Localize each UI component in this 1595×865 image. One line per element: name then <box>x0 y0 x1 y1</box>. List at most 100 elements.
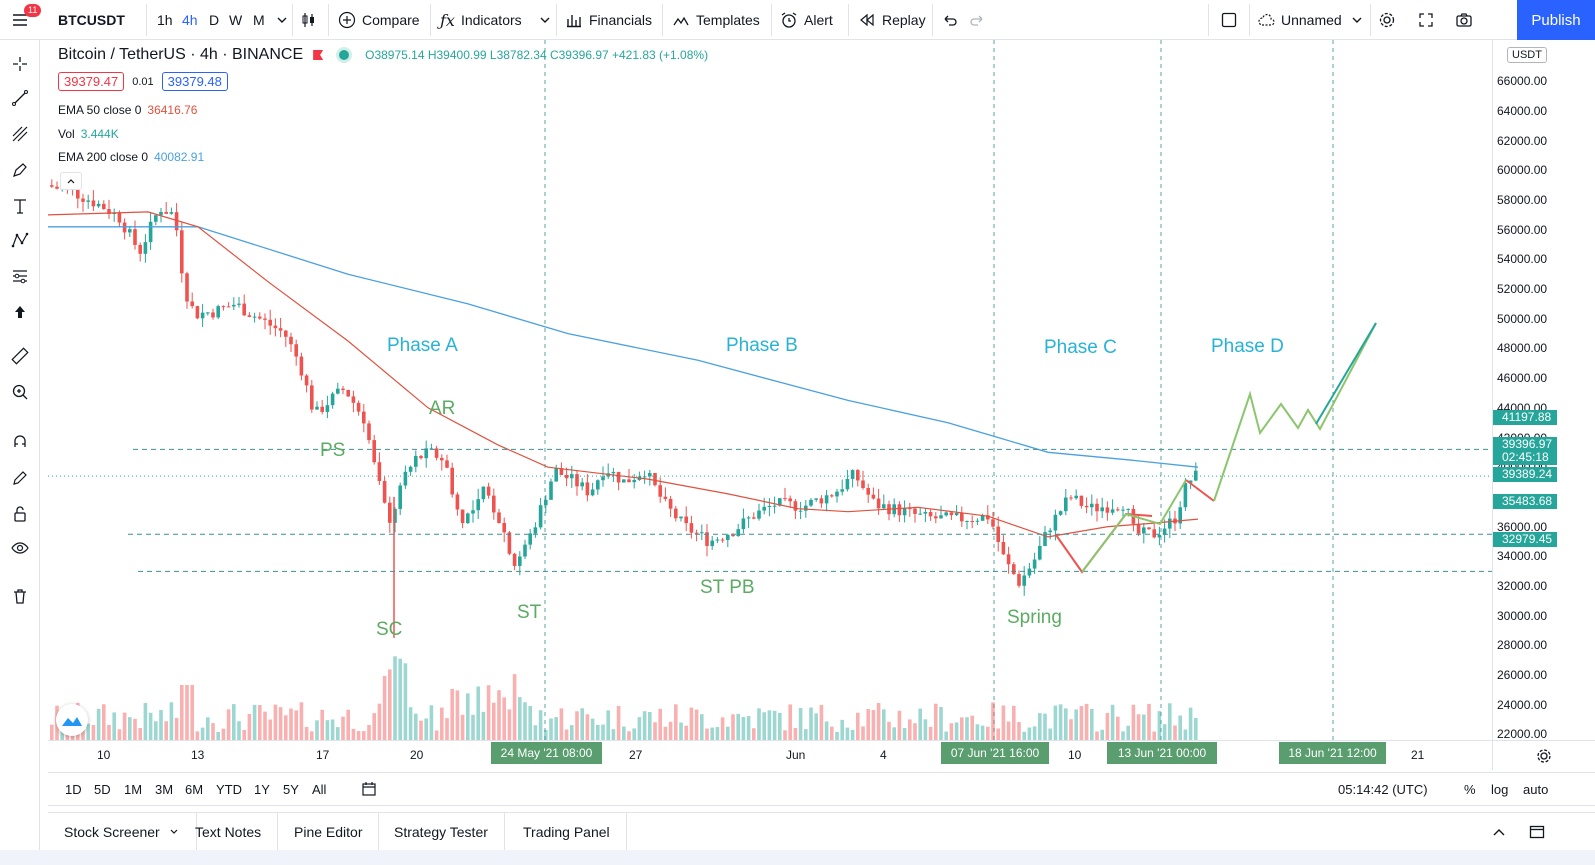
volume-bar <box>762 712 766 740</box>
axis-settings-button[interactable] <box>1492 740 1595 770</box>
clock-label[interactable]: 05:14:42 (UTC) <box>1338 782 1428 797</box>
tab-stock-screener[interactable]: Stock Screener <box>48 813 197 851</box>
zoom-tool[interactable] <box>6 378 34 406</box>
percent-toggle[interactable]: % <box>1464 782 1476 797</box>
candle-body <box>211 312 215 318</box>
range-3m[interactable]: 3M <box>155 782 174 797</box>
volume-bar <box>1053 705 1058 740</box>
undo-button[interactable] <box>941 0 959 40</box>
auto-toggle[interactable]: auto <box>1523 782 1549 797</box>
volume-bar <box>455 690 460 740</box>
magnet-tool[interactable] <box>6 428 34 456</box>
lock-drawings-tool[interactable] <box>6 500 34 528</box>
currency-label[interactable]: USDT <box>1507 47 1547 63</box>
range-1d[interactable]: 1D <box>65 782 82 797</box>
prediction-tool[interactable] <box>6 262 34 290</box>
interval-4h[interactable]: 4h <box>182 0 198 40</box>
volume-bar <box>268 719 272 740</box>
layout-toggle-button[interactable] <box>1220 0 1238 40</box>
chart-pane[interactable]: Phase A Phase B Phase C Phase D PS AR SC… <box>48 40 1492 740</box>
snapshot-button[interactable] <box>1455 0 1473 40</box>
candle-body <box>148 221 153 243</box>
financials-button[interactable]: Financials <box>565 0 652 40</box>
market-status-icon <box>339 50 350 60</box>
pattern-tool[interactable] <box>6 226 34 254</box>
price-chart[interactable] <box>48 40 1492 740</box>
tradingview-logo[interactable] <box>56 704 88 736</box>
brush-tool[interactable] <box>6 156 34 184</box>
publish-button[interactable]: Publish <box>1517 0 1595 40</box>
remove-drawings-tool[interactable] <box>6 582 34 610</box>
interval-d[interactable]: D <box>209 0 219 40</box>
candle-body <box>544 499 548 506</box>
ema50-legend[interactable]: EMA 50 close 0 36416.76 <box>58 103 197 117</box>
tab-strategy-tester[interactable]: Strategy Tester <box>378 813 505 851</box>
publish-label: Publish <box>1531 11 1581 29</box>
range-ytd[interactable]: YTD <box>216 782 242 797</box>
tab-trading-panel[interactable]: Trading Panel <box>507 813 627 851</box>
symbol-legend[interactable]: Bitcoin / TetherUS · 4h · BINANCE O38975… <box>58 46 708 64</box>
menu-button[interactable]: 11 <box>0 0 42 40</box>
range-6m[interactable]: 6M <box>185 782 204 797</box>
redo-button[interactable] <box>968 0 986 40</box>
candle-body <box>819 498 824 504</box>
volume-bar <box>668 721 673 740</box>
interval-1h[interactable]: 1h <box>157 0 173 40</box>
collapse-panel-button[interactable] <box>1490 823 1508 844</box>
price-axis[interactable]: USDT 66000.00 64000.00 62000.00 60000.00 580… <box>1492 40 1595 741</box>
magnet-icon <box>14 435 26 447</box>
templates-button[interactable]: Templates <box>672 0 760 40</box>
layout-name-button[interactable]: Unnamed <box>1257 0 1366 40</box>
volume-bar <box>980 725 985 740</box>
tab-text-notes[interactable]: Text Notes <box>179 813 279 851</box>
range-1y[interactable]: 1Y <box>254 782 270 797</box>
volume-bar <box>923 719 928 740</box>
range-5y[interactable]: 5Y <box>283 782 299 797</box>
time-highlight-badge: 07 Jun '21 16:00 <box>941 742 1049 764</box>
ema200-legend[interactable]: EMA 200 close 0 40082.91 <box>58 150 204 164</box>
go-to-date-button[interactable] <box>360 780 378 801</box>
replay-button[interactable]: Replay <box>858 0 926 40</box>
hide-drawings-tool[interactable] <box>6 534 34 562</box>
price-tick: 26000.00 <box>1497 667 1548 682</box>
stay-drawing-tool[interactable] <box>6 464 34 492</box>
range-5d[interactable]: 5D <box>94 782 111 797</box>
alert-button[interactable]: Alert <box>780 0 833 40</box>
volume-bar <box>388 669 392 740</box>
log-toggle[interactable]: log <box>1491 782 1509 797</box>
settings-button[interactable] <box>1378 0 1396 40</box>
measure-tool[interactable] <box>6 342 34 370</box>
volume-bar <box>585 714 590 740</box>
volume-bar <box>190 685 194 740</box>
candle-body <box>1022 575 1026 586</box>
candle-body <box>549 481 553 500</box>
candle-body <box>429 448 434 450</box>
range-1m[interactable]: 1M <box>124 782 143 797</box>
symbol-search-button[interactable]: BTCUSDT <box>58 0 125 40</box>
text-tool[interactable] <box>6 192 34 220</box>
fullscreen-button[interactable] <box>1417 0 1435 40</box>
chart-type-button[interactable] <box>300 0 318 40</box>
interval-dropdown[interactable] <box>273 0 291 40</box>
candle-body <box>86 200 90 202</box>
tab-pine-editor[interactable]: Pine Editor <box>278 813 380 851</box>
interval-w[interactable]: W <box>229 0 242 40</box>
trend-line-tool[interactable] <box>6 84 34 112</box>
compare-button[interactable]: Compare <box>338 0 420 40</box>
sell-button[interactable]: 39379.47 <box>58 72 125 91</box>
fib-tool[interactable] <box>6 120 34 148</box>
volume-legend[interactable]: Vol 3.444K <box>58 127 119 141</box>
range-all[interactable]: All <box>312 782 327 797</box>
volume-bar <box>294 710 298 740</box>
volume-bar <box>299 702 304 740</box>
indicators-button[interactable]: ƒx Indicators <box>440 0 522 40</box>
interval-m[interactable]: M <box>253 0 265 40</box>
time-axis[interactable]: 10 13 17 20 27 Jun 4 10 21 24 May '21 08:00 07 Jun… <box>48 740 1492 770</box>
buy-button[interactable]: 39379.48 <box>161 72 228 91</box>
arrow-tool[interactable] <box>6 298 34 326</box>
maximize-panel-button[interactable] <box>1528 823 1546 844</box>
indicators-dropdown[interactable] <box>536 0 554 40</box>
crosshair-tool[interactable] <box>6 50 34 78</box>
collapse-legend-button[interactable] <box>60 172 82 190</box>
volume-bar <box>694 709 699 740</box>
